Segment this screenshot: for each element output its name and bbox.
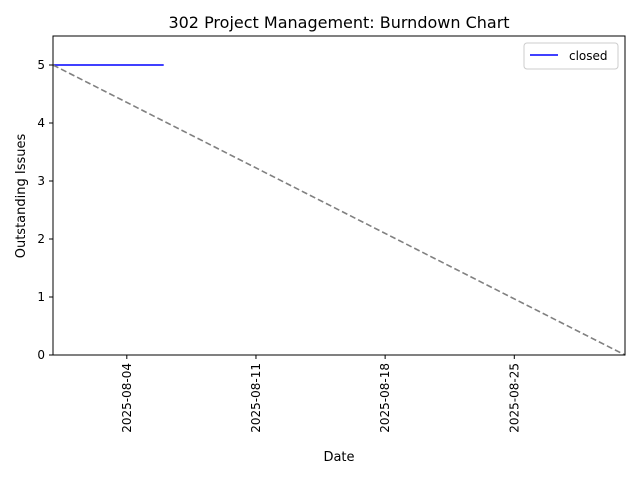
plot-frame [52, 35, 626, 356]
y-tick-label: 4 [37, 116, 45, 130]
x-tick-label: 2025-08-04 [120, 363, 134, 433]
chart-title: 302 Project Management: Burndown Chart [168, 13, 509, 32]
y-tick-label: 0 [37, 348, 45, 362]
legend: closed [523, 42, 619, 70]
y-tick-label: 5 [37, 58, 45, 72]
x-tick-label: 2025-08-25 [507, 363, 521, 433]
y-tick-label: 1 [37, 290, 45, 304]
ideal-burndown-line [52, 64, 626, 356]
x-tick-label: 2025-08-18 [378, 363, 392, 433]
y-axis-label: Outstanding Issues [14, 134, 29, 259]
y-tick-label: 2 [37, 232, 45, 246]
axes: 0 1 2 3 4 5 2025-08-04 2025-08-11 2025-08-18 2025… [37, 35, 626, 433]
x-axis-label: Date [323, 450, 354, 465]
y-tick-label: 3 [37, 174, 45, 188]
legend-label-closed: closed [569, 49, 608, 63]
series-layer [52, 64, 626, 356]
plot-area [53, 36, 625, 355]
plot-background [53, 36, 625, 355]
legend-box [523, 42, 619, 70]
x-tick-label: 2025-08-11 [249, 363, 263, 433]
